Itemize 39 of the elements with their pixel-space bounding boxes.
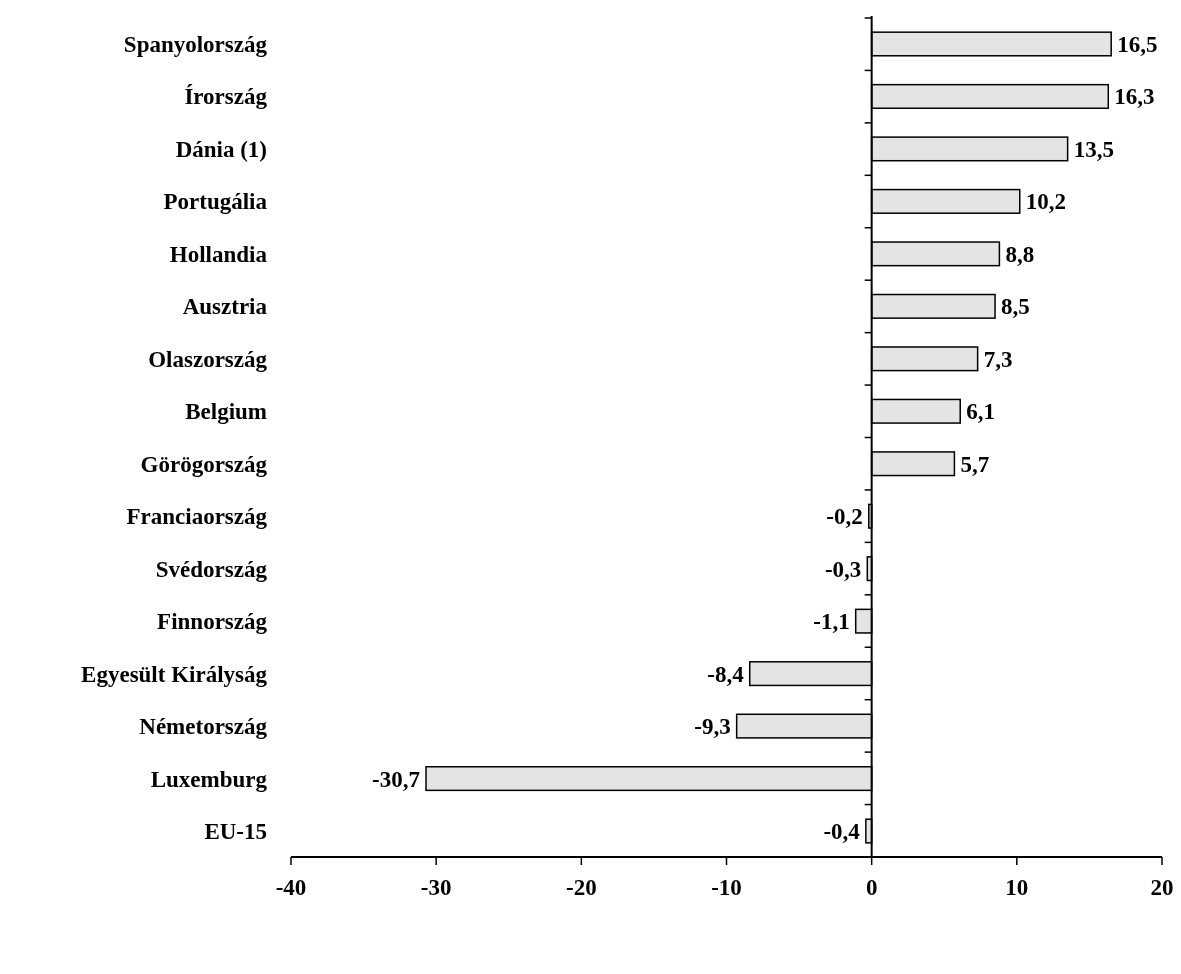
data-label: -9,3 [694,714,731,740]
y-tick-label: Luxemburg [150,766,268,792]
data-label: 16,5 [1117,32,1158,58]
data-label: 6,1 [966,399,995,425]
data-label: 8,5 [1001,294,1030,320]
y-tick-label: Belgium [185,399,267,425]
x-tick-label: 10 [1005,875,1029,900]
y-tick-label: Egyesült Királyság [81,661,268,687]
data-label: 13,5 [1073,136,1114,162]
y-tick-label: Spanyolország [123,32,268,58]
data-label: 16,3 [1114,84,1155,110]
x-tick-label: -20 [566,875,597,900]
y-tick-label: Ausztria [182,294,268,320]
data-label: 5,7 [960,451,990,477]
data-label: -0,2 [826,504,863,530]
y-tick-label: Hollandia [169,241,268,267]
y-tick-label: Görögország [140,451,268,477]
data-label: -0,4 [823,819,861,845]
data-label: -0,3 [824,556,862,582]
y-tick-label: EU-15 [204,819,267,845]
y-tick-label: Olaszország [148,346,268,372]
y-tick-label: Portugália [163,189,268,215]
x-tick-label: -30 [420,875,452,900]
data-label: 7,3 [983,346,1013,372]
data-label: -30,7 [372,766,421,792]
y-tick-label: Finnország [157,609,268,635]
data-label: -8,4 [707,661,745,687]
x-tick-label: 0 [865,875,878,900]
y-tick-label: Svédország [155,556,268,582]
x-tick-label: -40 [275,875,307,900]
data-label: 10,2 [1025,189,1066,215]
y-tick-label: Franciaország [126,504,268,530]
x-tick-label: 20 [1150,875,1174,900]
y-tick-label: Írország [184,84,268,110]
x-tick-label: -10 [711,875,742,900]
data-label: 8,8 [1005,241,1035,267]
y-tick-label: Dánia (1) [175,136,267,162]
data-label: -1,1 [813,609,850,635]
y-tick-label: Németország [139,714,268,740]
